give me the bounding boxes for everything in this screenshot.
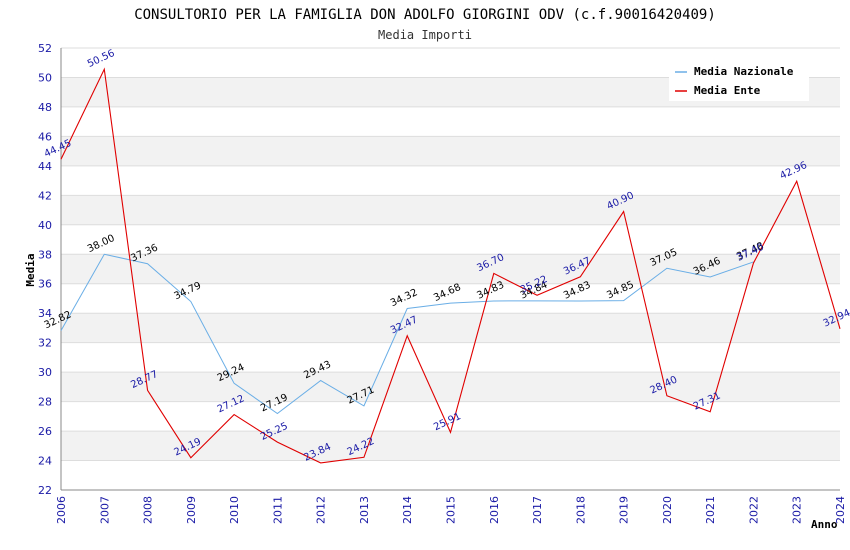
x-tick-labels: 2006 2007 2008 2009 2010 2011 2012 2013 2014 2015… — [55, 496, 847, 524]
series-lines — [60, 67, 841, 464]
y-tick-label: 30 — [38, 366, 52, 379]
x-axis-label: Anno — [811, 518, 838, 531]
series-line-media-ente — [60, 67, 841, 464]
x-tick-label: 2018 — [574, 496, 587, 524]
x-tick-label: 2014 — [401, 496, 414, 524]
x-tick-label: 2022 — [747, 496, 760, 524]
grid-band — [61, 313, 840, 343]
y-tick-label: 48 — [38, 101, 52, 114]
x-tick-label: 2024 — [834, 496, 847, 524]
y-tick-label: 22 — [38, 484, 52, 497]
legend-label-media-ente: Media Ente — [694, 84, 761, 97]
y-tick-label: 24 — [38, 455, 52, 468]
x-tick-label: 2008 — [142, 496, 155, 524]
x-tick-label: 2006 — [55, 496, 68, 524]
grid-band — [61, 254, 840, 284]
grid-band — [61, 431, 840, 461]
y-tick-label: 38 — [38, 248, 52, 261]
y-tick-label: 40 — [38, 219, 52, 232]
x-tick-label: 2012 — [315, 496, 328, 524]
y-tick-label: 50 — [38, 71, 52, 84]
y-tick-label: 26 — [38, 425, 52, 438]
data-label: 25.91 — [432, 411, 463, 433]
y-tick-label: 32 — [38, 337, 52, 350]
x-tick-label: 2016 — [488, 496, 501, 524]
legend: Media Nazionale Media Ente — [669, 60, 809, 101]
gridlines — [61, 47, 840, 491]
x-tick-label: 2021 — [704, 496, 717, 524]
y-tick-label: 28 — [38, 396, 52, 409]
x-tick-label: 2011 — [271, 496, 284, 524]
x-tick-label: 2007 — [98, 496, 111, 524]
series-line-media-nazionale — [60, 253, 754, 415]
grid-band — [61, 195, 840, 225]
y-tick-label: 52 — [38, 42, 52, 55]
x-tick-label: 2017 — [531, 496, 544, 524]
y-tick-label: 44 — [38, 160, 52, 173]
y-tick-label: 46 — [38, 130, 52, 143]
y-axis-label: Media — [24, 253, 37, 286]
x-tick-label: 2013 — [358, 496, 371, 524]
legend-box — [669, 60, 809, 101]
legend-label-media-nazionale: Media Nazionale — [694, 65, 794, 78]
x-tick-label: 2015 — [445, 496, 458, 524]
grid-bands — [61, 77, 840, 461]
y-tick-label: 34 — [38, 307, 52, 320]
x-tick-label: 2023 — [791, 496, 804, 524]
chart-subtitle: Media Importi — [378, 28, 472, 42]
x-tick-label: 2010 — [228, 496, 241, 524]
x-tick-label: 2009 — [185, 496, 198, 524]
grid-band — [61, 136, 840, 166]
chart-title: CONSULTORIO PER LA FAMIGLIA DON ADOLFO G… — [134, 7, 716, 23]
y-tick-labels: 22 24 26 28 30 32 34 36 38 40 42 44 46 48 50 52 — [38, 42, 52, 497]
data-label: 38.00 — [86, 233, 117, 255]
data-label: 34.32 — [389, 287, 420, 309]
y-tick-label: 36 — [38, 278, 52, 291]
grid-band — [61, 372, 840, 402]
data-label: 34.68 — [432, 282, 463, 304]
x-tick-label: 2020 — [661, 496, 674, 524]
data-label: 50.56 — [86, 48, 117, 70]
x-tick-label: 2019 — [618, 496, 631, 524]
y-tick-label: 42 — [38, 189, 52, 202]
